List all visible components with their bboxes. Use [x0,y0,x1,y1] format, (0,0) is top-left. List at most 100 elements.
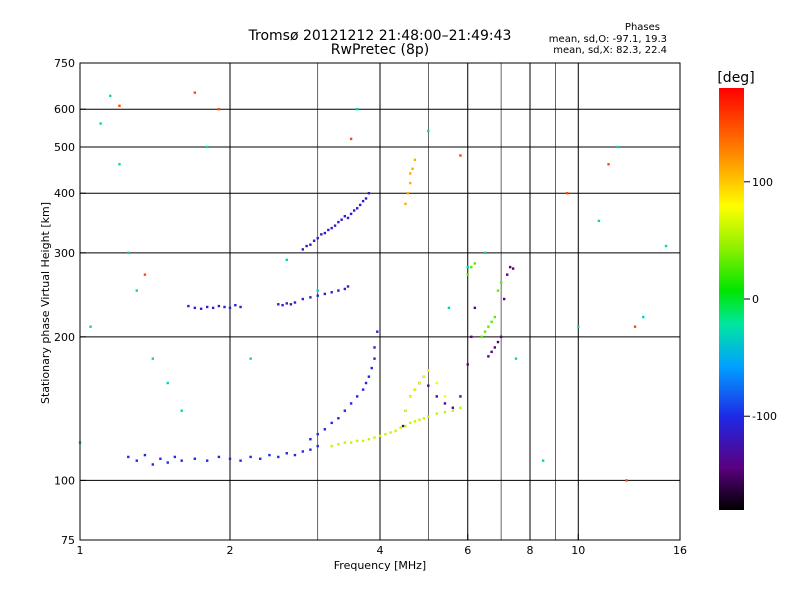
data-point [349,212,353,216]
data-point [490,320,493,324]
data-point [205,459,209,462]
data-point [289,303,293,306]
data-point [118,163,121,166]
data-point [361,439,365,443]
data-point [411,167,414,171]
data-point [349,441,353,444]
data-point [373,346,376,349]
data-point [443,402,447,405]
data-point [483,330,487,333]
data-point [404,202,407,206]
data-point [330,226,333,230]
axis-ticks: 1 2 4 6 8 10 16 75 100 200 300 400 500 600 750 [54,57,687,557]
data-point [309,296,312,299]
data-point [193,306,197,310]
data-point [268,453,271,457]
data-point [427,384,430,387]
data-point [327,228,330,232]
data-point [404,424,407,428]
data-point [173,455,177,459]
y-tick-label: 200 [54,331,75,344]
data-point [316,236,319,240]
data-point [493,346,497,349]
data-point [394,429,397,433]
stats-o-line: mean, sd,O: -97.1, 19.3 [549,34,667,45]
data-point [487,355,490,358]
data-point [199,307,203,310]
data-point [187,304,190,308]
data-point [180,409,183,412]
data-point [378,434,382,438]
data-point [355,108,359,111]
data-point [642,315,645,319]
data-point [367,192,371,195]
data-point [505,273,509,276]
data-point [466,363,469,366]
data-point [499,335,503,339]
data-point [447,306,451,310]
y-tick-label: 750 [54,57,75,70]
data-point [193,91,197,94]
data-point [217,108,221,111]
data-point [228,457,232,460]
data-point [409,181,412,185]
data-point [343,287,347,291]
x-tick-label: 1 [77,544,84,557]
data-point [217,455,221,459]
grid-lines [80,63,680,540]
y-tick-label: 600 [54,103,75,116]
colorbar-ticks: 100 0 -100 [744,176,777,423]
data-points [78,91,668,482]
data-point [435,395,438,398]
data-point [330,444,333,448]
data-point [239,305,242,309]
x-tick-label: 4 [377,544,384,557]
data-point [367,375,371,378]
data-point [193,457,197,460]
data-point [323,428,327,431]
colorbar [719,88,744,510]
data-point [349,402,353,405]
data-point [451,409,455,412]
data-point [316,444,319,448]
data-point [151,463,155,466]
colorbar-tick-label: 100 [752,176,773,189]
data-point [323,231,327,235]
data-point [364,381,368,385]
data-point [370,366,373,370]
data-point [249,357,252,360]
data-point [487,325,490,328]
y-tick-label: 75 [61,534,75,547]
data-point [389,431,392,434]
data-point [409,172,412,175]
data-point [337,417,340,420]
data-point [361,388,365,391]
data-point [343,215,347,218]
data-point [633,325,637,328]
data-point [343,409,347,412]
data-point [413,388,417,391]
data-point [625,479,628,482]
y-tick-label: 300 [54,247,75,260]
data-point [277,303,280,306]
data-point [127,455,130,459]
data-point [223,305,226,309]
data-point [340,218,343,221]
data-point [166,461,169,464]
data-point [143,273,147,276]
data-point [159,457,162,460]
data-point [234,303,237,307]
data-point [399,426,402,429]
data-point [355,439,359,443]
data-point [451,406,455,409]
data-point [89,325,92,328]
data-point [180,459,183,462]
data-point [285,452,288,455]
data-point [166,381,169,385]
data-point [337,220,340,224]
data-point [413,158,417,162]
data-point [333,224,337,227]
data-point [205,145,209,149]
data-point [135,459,138,462]
data-point [508,265,512,269]
